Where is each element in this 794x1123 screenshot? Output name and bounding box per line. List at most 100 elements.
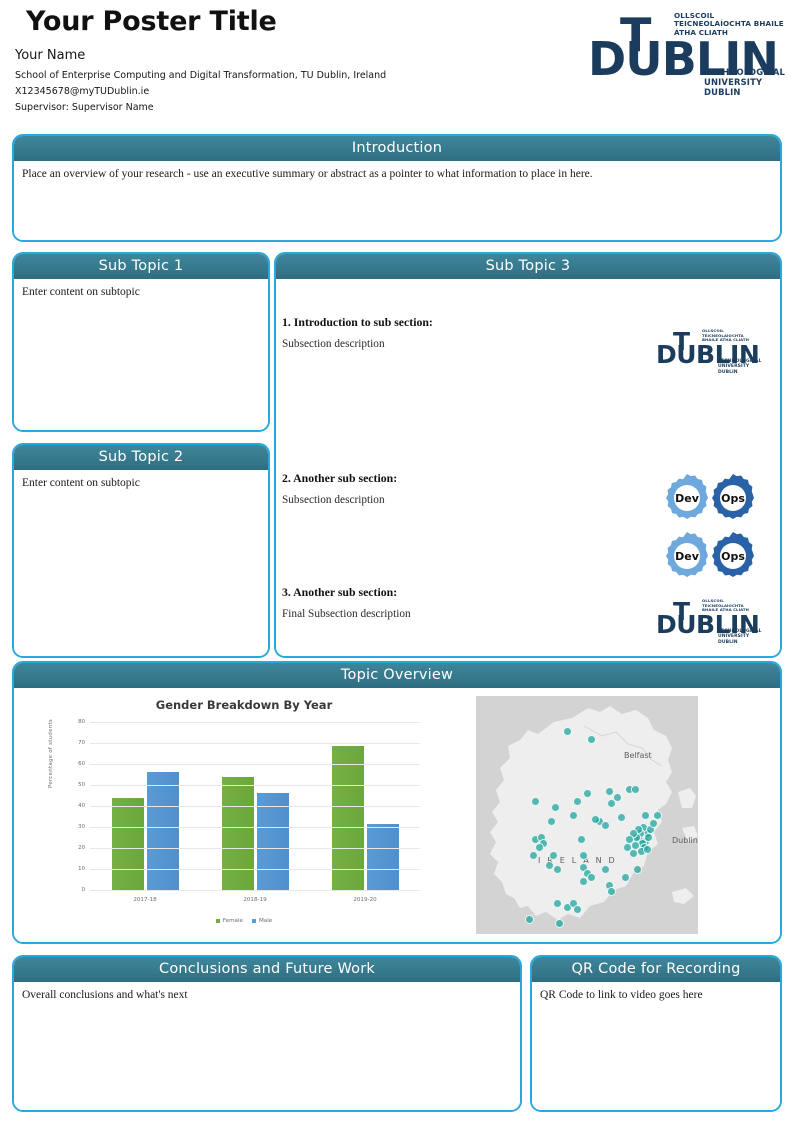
chart-bar bbox=[366, 823, 399, 890]
chart-gridline: 0 bbox=[82, 887, 420, 893]
section-body-qr-code: QR Code to link to video goes here bbox=[532, 982, 780, 1110]
section-body-sub-topic-3: 1. Introduction to sub section: Subsecti… bbox=[276, 279, 780, 656]
map-data-point bbox=[546, 816, 556, 826]
tu-dublin-logo: T DUBLIN OLLSCOIL TEICNEOLAÍOCHTA BHAILE… bbox=[588, 8, 785, 112]
chart-title: Gender Breakdown By Year bbox=[155, 698, 333, 712]
section-header-sub-topic-3: Sub Topic 3 bbox=[276, 254, 780, 279]
chart-category-group: 2019-20 bbox=[310, 722, 420, 903]
map-data-point bbox=[562, 726, 572, 736]
chart-bar bbox=[221, 776, 254, 890]
section-header-conclusions: Conclusions and Future Work bbox=[14, 957, 520, 982]
chart-gridline: 60 bbox=[78, 761, 420, 767]
chart-legend-swatch bbox=[215, 918, 221, 924]
chart-gridline: 30 bbox=[78, 824, 420, 830]
logo-irish-text: OLLSCOIL TEICNEOLAÍOCHTA BHAILE ÁTHA CLI… bbox=[674, 11, 784, 37]
map-data-point bbox=[620, 872, 630, 882]
chart-x-tick: 2018-19 bbox=[243, 897, 267, 903]
logo-wordmark: DUBLIN bbox=[656, 340, 760, 369]
map-data-point bbox=[554, 918, 564, 928]
supervisor-line: Supervisor: Supervisor Name bbox=[15, 102, 154, 113]
section-sub-topic-1: Sub Topic 1 Enter content on subtopic bbox=[12, 252, 270, 432]
subsection-2: 2. Another sub section: Subsection descr… bbox=[282, 471, 397, 506]
chart-gridline: 40 bbox=[78, 803, 420, 809]
sub-topic-1-text: Enter content on subtopic bbox=[22, 286, 140, 298]
section-qr-code: QR Code for Recording QR Code to link to… bbox=[530, 955, 782, 1112]
chart-gridline: 70 bbox=[78, 740, 420, 746]
chart-y-tick: 70 bbox=[78, 740, 85, 746]
chart-legend-item: Male bbox=[251, 918, 273, 924]
dev-gear-label: Dev bbox=[675, 549, 699, 563]
map-data-point bbox=[612, 792, 622, 802]
dev-gear-label: Dev bbox=[675, 491, 699, 505]
section-header-qr-code: QR Code for Recording bbox=[532, 957, 780, 982]
map-data-point bbox=[616, 812, 626, 822]
section-body-topic-overview: Gender Breakdown By Year Percentage of s… bbox=[14, 688, 780, 942]
chart-x-tick: 2019-20 bbox=[353, 897, 377, 903]
map-data-point bbox=[630, 784, 640, 794]
ireland-map: Belfast Dublin I R E L A N D bbox=[476, 696, 698, 934]
chart-legend-swatch bbox=[251, 918, 257, 924]
chart-y-axis-label: Percentage of students bbox=[48, 719, 54, 788]
section-topic-overview: Topic Overview Gender Breakdown By Year … bbox=[12, 661, 782, 944]
map-data-point bbox=[548, 850, 558, 860]
ireland-map-shape bbox=[476, 696, 698, 934]
map-data-point bbox=[606, 886, 616, 896]
chart-gridline: 10 bbox=[78, 866, 420, 872]
section-body-conclusions: Overall conclusions and what's next bbox=[14, 982, 520, 1110]
section-introduction: Introduction Place an overview of your r… bbox=[12, 134, 782, 242]
section-sub-topic-3: Sub Topic 3 1. Introduction to sub secti… bbox=[274, 252, 782, 658]
subsection-1: 1. Introduction to sub section: Subsecti… bbox=[282, 315, 433, 350]
map-data-point bbox=[586, 734, 596, 744]
subsection-3-body: Final Subsection description bbox=[282, 608, 411, 620]
logo-irish-text: OLLSCOIL TEICNEOLAÍOCHTA BHAILE ÁTHA CLI… bbox=[702, 598, 749, 613]
subsection-2-heading: 2. Another sub section: bbox=[282, 471, 398, 485]
devops-gears-image-2: Dev Ops bbox=[662, 531, 768, 581]
ops-gear-label: Ops bbox=[721, 549, 745, 563]
dev-gear-icon: Dev bbox=[662, 473, 712, 523]
chart-category-group: 2018-19 bbox=[200, 722, 310, 903]
map-data-point bbox=[552, 864, 562, 874]
gender-breakdown-chart: Gender Breakdown By Year Percentage of s… bbox=[48, 696, 434, 934]
map-data-point bbox=[576, 834, 586, 844]
logo-wordmark: DUBLIN bbox=[656, 610, 760, 639]
subsection-3: 3. Another sub section: Final Subsection… bbox=[282, 585, 411, 620]
ops-gear-icon: Ops bbox=[708, 473, 758, 523]
subsection-2-body: Subsection description bbox=[282, 494, 385, 506]
chart-y-tick: 60 bbox=[78, 761, 85, 767]
introduction-text: Place an overview of your research - use… bbox=[22, 168, 593, 180]
chart-category-group: 2017-18 bbox=[90, 722, 200, 903]
map-data-point bbox=[544, 860, 554, 870]
chart-y-tick: 10 bbox=[78, 866, 85, 872]
logo-irish-text: OLLSCOIL TEICNEOLAÍOCHTA BHAILE ÁTHA CLI… bbox=[702, 328, 749, 343]
map-data-point bbox=[590, 814, 600, 824]
logo-wordmark: DUBLIN bbox=[588, 32, 779, 86]
chart-y-tick: 0 bbox=[81, 887, 85, 893]
logo-t-letter: T bbox=[673, 327, 691, 356]
map-data-point bbox=[606, 798, 616, 808]
sub-topic-2-text: Enter content on subtopic bbox=[22, 477, 140, 489]
chart-bar bbox=[146, 772, 179, 890]
affiliation: School of Enterprise Computing and Digit… bbox=[15, 70, 387, 81]
chart-plot-area: 2017-18 2018-19 2019-20 0 10 20 30 40 50 60 70 80 bbox=[78, 719, 420, 903]
map-data-point bbox=[586, 872, 596, 882]
logo-english-text: TECHNOLOGICAL UNIVERSITY DUBLIN bbox=[718, 359, 762, 375]
map-data-point bbox=[568, 810, 578, 820]
chart-legend-label: Male bbox=[258, 918, 273, 924]
subsection-1-body: Subsection description bbox=[282, 338, 385, 350]
section-body-introduction: Place an overview of your research - use… bbox=[14, 161, 780, 240]
map-data-point bbox=[600, 864, 610, 874]
chart-y-tick: 40 bbox=[78, 803, 85, 809]
section-header-sub-topic-2: Sub Topic 2 bbox=[14, 445, 268, 470]
map-data-point bbox=[582, 788, 592, 798]
map-data-point bbox=[640, 810, 650, 820]
subsection-3-heading: 3. Another sub section: bbox=[282, 585, 398, 599]
map-data-point bbox=[552, 898, 562, 908]
map-data-point bbox=[648, 818, 658, 828]
map-data-point bbox=[550, 802, 560, 812]
section-header-introduction: Introduction bbox=[14, 136, 780, 161]
chart-bar bbox=[331, 746, 364, 890]
map-label-belfast: Belfast bbox=[624, 751, 652, 760]
poster-header: Your Poster Title Your Name School of En… bbox=[0, 0, 794, 122]
chart-legend-item: Female bbox=[215, 918, 243, 924]
